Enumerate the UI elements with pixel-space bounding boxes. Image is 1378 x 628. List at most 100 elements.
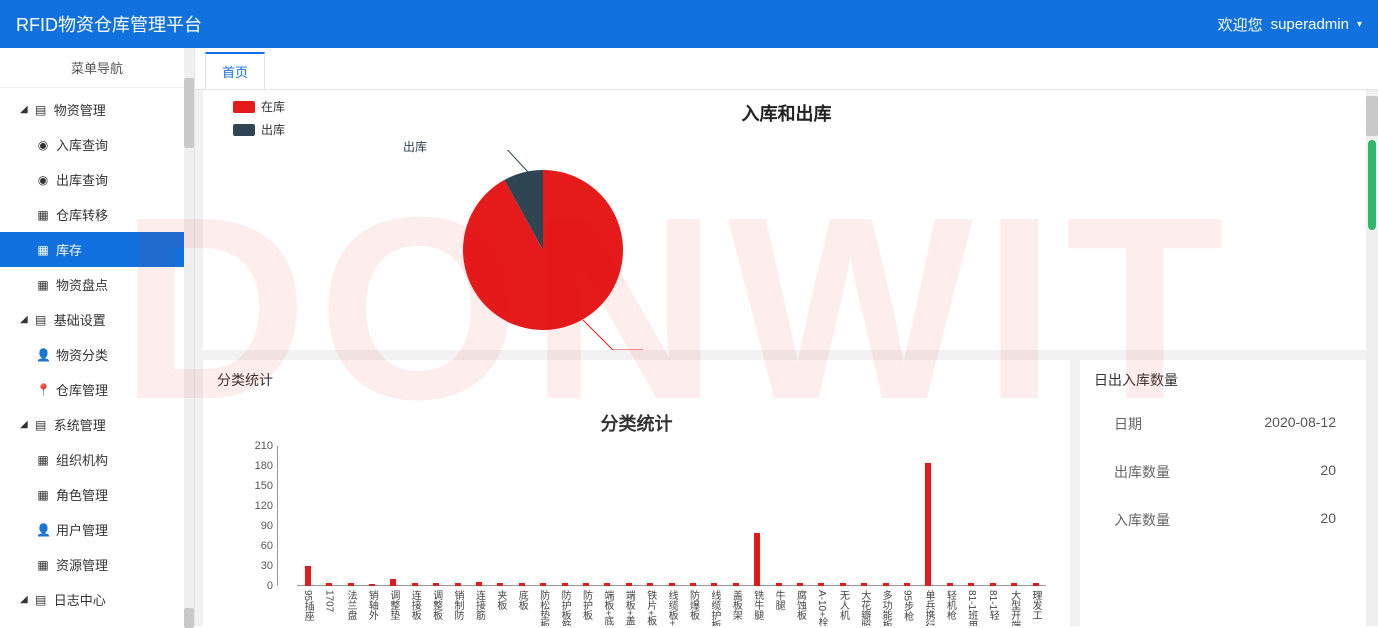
bar-column[interactable]: 连接筋: [468, 582, 489, 586]
bar-column[interactable]: 盖板架: [725, 583, 746, 586]
bar-column[interactable]: 理发工: [1025, 583, 1046, 586]
bar-column[interactable]: 防护板筋: [554, 583, 575, 586]
scrollbar-thumb[interactable]: [184, 608, 194, 628]
nav-icon: ▦: [36, 243, 50, 257]
nav-item[interactable]: 👤用户管理: [0, 512, 194, 547]
bar: [305, 566, 311, 586]
x-label: 调整垫: [386, 586, 401, 620]
nav-item[interactable]: ◉入库查询: [0, 127, 194, 162]
group-icon: ▤: [34, 313, 48, 327]
nav-item[interactable]: ▦物资盘点: [0, 267, 194, 302]
nav-group[interactable]: ◢▤基础设置: [0, 302, 194, 337]
nav-item[interactable]: ▦仓库转移: [0, 197, 194, 232]
x-label: 95插座: [300, 586, 315, 621]
bar-column[interactable]: 81-1班用: [961, 583, 982, 586]
bar-column[interactable]: 防爆板: [682, 583, 703, 586]
nav-item[interactable]: ▦数据日志: [0, 617, 194, 626]
nav-item[interactable]: 👤物资分类: [0, 337, 194, 372]
page-scroll-indicator[interactable]: [1368, 140, 1376, 230]
stat-value: 20: [1320, 462, 1336, 482]
nav-group[interactable]: ◢▤系统管理: [0, 407, 194, 442]
bar-column[interactable]: 大型开端: [1003, 583, 1024, 586]
y-tick: 120: [247, 500, 273, 512]
bar-column[interactable]: 95插座: [297, 566, 318, 586]
stat-value: 20: [1320, 510, 1336, 530]
nav-item-label: 角色管理: [56, 485, 108, 504]
bar-column[interactable]: 腐蚀板: [789, 583, 810, 586]
nav-item[interactable]: ▦角色管理: [0, 477, 194, 512]
bar-column[interactable]: 大花瓣照: [854, 583, 875, 586]
bar-column[interactable]: 防松垫板: [532, 583, 553, 586]
bar-column[interactable]: 线缆板+: [661, 583, 682, 586]
pie-legend: 在库出库: [233, 98, 285, 144]
y-tick: 180: [247, 460, 273, 472]
triangle-icon: ◢: [20, 419, 28, 430]
bar-column[interactable]: 连接板: [404, 583, 425, 586]
scrollbar-thumb[interactable]: [1366, 96, 1378, 136]
x-label: 轻机枪: [942, 586, 957, 620]
bar-column[interactable]: 销制防: [447, 583, 468, 586]
legend-item[interactable]: 在库: [233, 98, 285, 115]
nav-item[interactable]: ▦资源管理: [0, 547, 194, 582]
bar-column[interactable]: 夹板: [490, 583, 511, 586]
stats-panel-title: 日出入库数量: [1094, 370, 1356, 390]
nav-group[interactable]: ◢▤物资管理: [0, 92, 194, 127]
bar-column[interactable]: 单兵携行: [918, 463, 939, 586]
nav-item[interactable]: ◉出库查询: [0, 162, 194, 197]
bar-column[interactable]: 调整板: [425, 583, 446, 586]
x-label: 调整板: [429, 586, 444, 620]
nav-icon: 📍: [36, 383, 50, 397]
welcome-prefix: 欢迎您: [1218, 14, 1263, 35]
nav-group[interactable]: ◢▤日志中心: [0, 582, 194, 617]
x-label: 铁片+板: [643, 586, 658, 626]
x-label: 铣牛腿: [750, 586, 765, 620]
bar-column[interactable]: 销轴外: [361, 584, 382, 586]
bar: [925, 463, 931, 586]
bar-column[interactable]: 95步枪: [896, 583, 917, 586]
sidebar-scrollbar[interactable]: [184, 48, 194, 626]
bar-panel-title: 分类统计: [217, 370, 1056, 390]
bar-column[interactable]: 端板+底板: [597, 583, 618, 586]
user-menu[interactable]: 欢迎您 superadmin ▾: [1218, 14, 1362, 35]
bar-column[interactable]: 调整垫: [383, 579, 404, 586]
legend-label: 在库: [261, 98, 285, 115]
bar-column[interactable]: 铣牛腿: [747, 533, 768, 586]
x-label: 大型开端: [1007, 586, 1022, 626]
bar-chart-title: 分类统计: [217, 410, 1056, 436]
bar-column[interactable]: 多功能板: [875, 583, 896, 586]
nav-icon: 👤: [36, 348, 50, 362]
bar-column[interactable]: 无人机: [832, 583, 853, 586]
pie-panel: 在库出库 入库和出库 出库 在库: [203, 90, 1370, 350]
nav-item[interactable]: ▦组织机构: [0, 442, 194, 477]
bar-column[interactable]: 1707: [318, 583, 339, 586]
x-label: 1707: [324, 586, 335, 612]
topbar: RFID物资仓库管理平台 欢迎您 superadmin ▾: [0, 0, 1378, 48]
tab-home[interactable]: 首页: [205, 52, 265, 89]
bar-column[interactable]: 铁片+板: [640, 583, 661, 586]
bar-column[interactable]: 端板+盖: [618, 583, 639, 586]
x-label: 81-1班用: [964, 586, 979, 626]
bar-column[interactable]: 底板: [511, 583, 532, 586]
bar-column[interactable]: 轻机枪: [939, 583, 960, 586]
scrollbar-thumb[interactable]: [184, 78, 194, 148]
legend-label: 出库: [261, 121, 285, 138]
bar-column[interactable]: 法兰盘: [340, 583, 361, 586]
sidebar-title: 菜单导航: [0, 48, 194, 88]
nav-group-label: 基础设置: [54, 310, 106, 329]
nav-item[interactable]: ▦库存: [0, 232, 194, 267]
bar-column[interactable]: 牛腿: [768, 583, 789, 586]
bar-column[interactable]: 防护板: [575, 583, 596, 586]
bar-column[interactable]: A-10+栓: [811, 583, 832, 586]
bar-column[interactable]: 线缆护板: [704, 583, 725, 586]
nav-item-label: 用户管理: [56, 520, 108, 539]
nav-item[interactable]: 📍仓库管理: [0, 372, 194, 407]
x-label: 防护板: [578, 586, 593, 620]
nav-group-label: 物资管理: [54, 100, 106, 119]
nav: ◢▤物资管理◉入库查询◉出库查询▦仓库转移▦库存▦物资盘点 ◢ ▤ 基础设置 👤物资分类…: [0, 88, 194, 626]
y-axis: [277, 446, 278, 586]
bar-column[interactable]: 81-1轻: [982, 583, 1003, 586]
legend-item[interactable]: 出库: [233, 121, 285, 138]
nav-icon: ▦: [36, 278, 50, 292]
y-tick: 150: [247, 480, 273, 492]
bar: [390, 579, 396, 586]
